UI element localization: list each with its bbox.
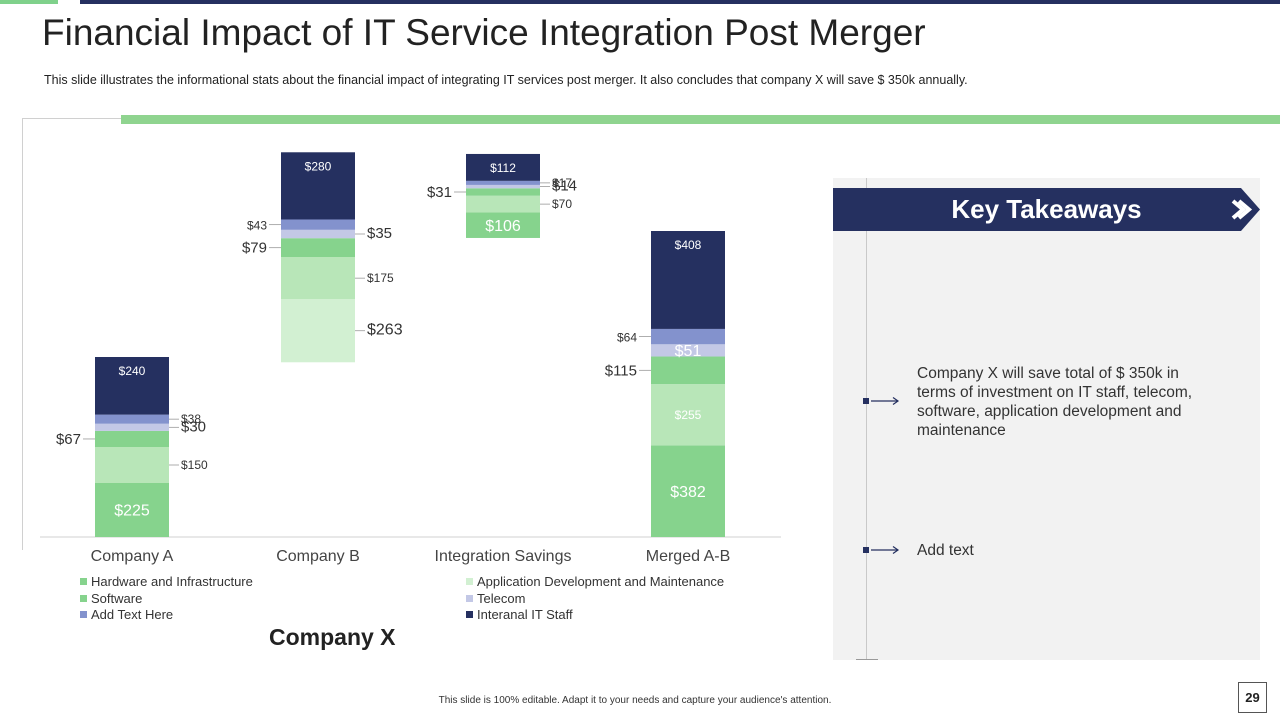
x-tick-label: Company A xyxy=(91,548,174,565)
x-tick-label: Company B xyxy=(276,548,360,565)
section-rule xyxy=(121,115,1280,124)
top-accent-navy xyxy=(80,0,1280,4)
bar-segment xyxy=(651,231,725,329)
bar-segment xyxy=(466,212,540,238)
stacked-bar-chart: $225 $150 $67 $30$38 $240 Company A $263 $175 $7… xyxy=(40,152,781,565)
data-label: $64 xyxy=(617,331,637,345)
bar-segment xyxy=(466,195,540,213)
bar-segment xyxy=(95,447,169,483)
legend-label: Software xyxy=(91,591,143,606)
legend-swatch xyxy=(466,595,473,602)
data-label: $43 xyxy=(247,219,267,233)
data-label: $225 xyxy=(114,503,150,520)
legend-swatch xyxy=(80,595,87,602)
bar-segment xyxy=(466,188,540,196)
data-label: $79 xyxy=(242,240,267,257)
chart-frame-left xyxy=(22,118,23,550)
top-accent-green xyxy=(0,0,58,4)
chart-frame-top xyxy=(22,118,121,119)
bar-segment xyxy=(95,430,169,447)
data-label: $31 xyxy=(427,184,452,201)
bar-segment xyxy=(95,414,169,424)
chevron-right-icon xyxy=(1231,199,1253,220)
bar-segment xyxy=(281,229,355,239)
takeaway-item-1: Company X will save total of $ 350k in t… xyxy=(917,365,1193,439)
legend-entry: Software xyxy=(80,591,142,606)
slide-subtitle: This slide illustrates the informational… xyxy=(44,73,968,87)
data-label: $30 xyxy=(181,418,206,435)
arrow-right-icon xyxy=(863,397,900,405)
data-label: $112 xyxy=(490,161,516,175)
bar-segment xyxy=(651,384,725,446)
takeaways-heading: Key Takeaways xyxy=(951,194,1142,224)
legend-swatch xyxy=(466,578,473,585)
data-label: $17 xyxy=(552,176,572,190)
bar-segment xyxy=(651,445,725,537)
data-label: $35 xyxy=(367,225,392,242)
legend-swatch xyxy=(466,611,473,618)
bar-segment xyxy=(466,184,540,189)
bar-segment xyxy=(281,257,355,300)
data-label: $14 xyxy=(552,178,577,195)
data-label: $67 xyxy=(56,431,81,448)
takeaways-timeline xyxy=(866,178,867,660)
x-tick-label: Integration Savings xyxy=(435,548,572,565)
x-tick-label: Merged A-B xyxy=(646,548,730,565)
takeaways-panel xyxy=(833,178,1260,660)
legend-entry: Hardware and Infrastructure xyxy=(80,574,253,589)
takeaways-timeline-end xyxy=(856,659,878,660)
takeaways-banner xyxy=(833,188,1260,231)
legend-label: Application Development and Maintenance xyxy=(477,574,725,589)
bar-segment xyxy=(281,152,355,220)
data-label: $280 xyxy=(305,159,332,173)
bar-segment xyxy=(95,483,169,537)
data-label: $263 xyxy=(367,322,403,339)
page-number: 29 xyxy=(1238,682,1267,713)
legend-label: Interanal IT Staff xyxy=(477,607,573,622)
legend-entry: Interanal IT Staff xyxy=(466,607,573,622)
legend-label: Telecom xyxy=(477,591,526,606)
data-label: $175 xyxy=(367,271,394,285)
bar-segment xyxy=(651,344,725,357)
legend-entry: Add Text Here xyxy=(80,607,173,622)
slide-title: Financial Impact of IT Service Integrati… xyxy=(42,12,926,53)
bar-segment xyxy=(95,423,169,431)
slide-footer: This slide is 100% editable. Adapt it to… xyxy=(438,695,832,706)
bar-segment xyxy=(651,356,725,385)
data-label: $150 xyxy=(181,458,208,472)
bar-segment xyxy=(281,219,355,230)
data-label: $255 xyxy=(675,408,702,422)
data-label: $51 xyxy=(675,343,702,360)
legend-swatch xyxy=(80,578,87,585)
arrow-right-icon xyxy=(863,546,900,554)
bar-segment xyxy=(95,357,169,415)
takeaway-item-2: Add text xyxy=(917,542,974,559)
legend-label: Add Text Here xyxy=(91,607,174,622)
data-label: $408 xyxy=(675,238,702,252)
bar-segment xyxy=(281,299,355,363)
data-label: $106 xyxy=(485,218,521,235)
legend-label: Hardware and Infrastructure xyxy=(91,574,253,589)
chart-title: Company X xyxy=(269,624,396,650)
bar-segment xyxy=(466,153,540,181)
bar-segment xyxy=(651,328,725,345)
bar-segment xyxy=(466,180,540,185)
data-label: $240 xyxy=(119,364,146,378)
data-label: $38 xyxy=(181,412,201,426)
data-label: $382 xyxy=(670,484,706,501)
legend-entry: Application Development and Maintenance xyxy=(466,574,724,589)
data-label: $70 xyxy=(552,197,572,211)
bar-segment xyxy=(281,238,355,258)
legend-swatch xyxy=(80,611,87,618)
legend-entry: Telecom xyxy=(466,591,525,606)
data-label: $115 xyxy=(605,362,637,379)
